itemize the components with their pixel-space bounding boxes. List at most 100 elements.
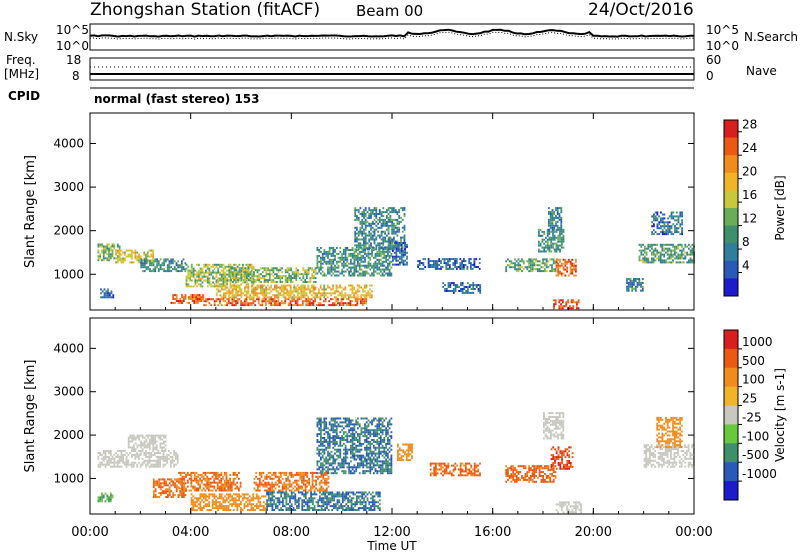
data-cell xyxy=(191,296,194,299)
data-cell xyxy=(652,249,655,252)
data-cell xyxy=(152,436,155,439)
data-cell xyxy=(372,266,375,269)
data-cell xyxy=(221,288,223,291)
data-cell xyxy=(170,478,173,481)
data-cell xyxy=(310,495,312,498)
data-cell xyxy=(334,264,336,267)
data-cell xyxy=(134,453,137,456)
data-cell xyxy=(271,481,273,484)
data-cell xyxy=(164,444,167,447)
data-cell xyxy=(108,253,110,256)
data-cell xyxy=(190,267,193,270)
data-cell xyxy=(325,473,328,476)
data-cell xyxy=(213,263,216,266)
data-cell xyxy=(264,485,266,488)
data-cell xyxy=(296,501,298,504)
data-cell xyxy=(293,286,296,289)
data-cell xyxy=(229,263,232,266)
data-cell xyxy=(379,250,382,253)
data-cell xyxy=(106,259,109,262)
data-cell xyxy=(224,286,227,289)
data-cell xyxy=(343,505,346,508)
data-cell xyxy=(316,256,319,259)
data-cell xyxy=(672,255,674,258)
data-cell xyxy=(263,290,266,293)
data-cell xyxy=(384,240,386,243)
data-cell xyxy=(241,493,244,496)
data-cell xyxy=(99,461,102,464)
data-cell xyxy=(659,245,662,248)
data-cell xyxy=(528,262,530,265)
data-cell xyxy=(688,253,690,256)
data-cell xyxy=(206,267,209,270)
data-cell xyxy=(338,505,341,508)
data-cell xyxy=(180,264,183,267)
data-cell xyxy=(626,289,628,292)
data-cell xyxy=(224,273,227,276)
data-cell xyxy=(148,459,151,462)
data-cell xyxy=(552,258,555,261)
data-cell xyxy=(675,229,678,232)
data-cell xyxy=(571,258,574,261)
data-cell xyxy=(258,489,261,492)
data-cell xyxy=(194,277,197,280)
data-cell xyxy=(120,453,123,456)
data-cell xyxy=(369,274,372,277)
data-cell xyxy=(356,284,359,287)
data-cell xyxy=(175,264,178,267)
data-cell xyxy=(327,503,330,506)
data-cell xyxy=(288,294,290,297)
data-cell xyxy=(164,436,167,439)
data-cell xyxy=(185,283,188,286)
data-cell xyxy=(373,495,376,498)
data-cell xyxy=(677,245,680,248)
data-cell xyxy=(205,269,207,272)
data-cell xyxy=(351,274,354,277)
data-cell xyxy=(365,270,368,273)
data-cell xyxy=(152,268,155,271)
data-cell xyxy=(148,446,151,449)
data-cell xyxy=(101,463,103,466)
data-cell xyxy=(168,450,170,452)
data-cell xyxy=(642,257,644,260)
data-cell xyxy=(287,503,290,506)
data-cell xyxy=(199,497,202,500)
data-cell xyxy=(440,266,442,268)
data-cell xyxy=(309,292,311,295)
data-cell xyxy=(282,497,284,500)
data-cell xyxy=(334,503,337,506)
data-cell xyxy=(229,481,231,484)
data-cell xyxy=(526,268,529,271)
data-cell xyxy=(538,232,540,235)
data-cell xyxy=(332,250,335,253)
data-cell xyxy=(459,264,462,266)
data-cell xyxy=(274,273,276,276)
data-cell xyxy=(245,294,248,297)
data-cell xyxy=(313,277,315,280)
data-cell xyxy=(327,254,329,257)
data-cell xyxy=(111,249,114,252)
data-cell xyxy=(273,491,275,494)
data-cell xyxy=(199,483,201,486)
data-cell xyxy=(555,250,558,253)
data-cell xyxy=(208,481,210,484)
data-cell xyxy=(341,254,343,257)
data-cell xyxy=(400,242,403,244)
data-cell xyxy=(370,290,373,293)
data-cell xyxy=(563,305,566,308)
data-cell xyxy=(542,260,544,263)
data-cell xyxy=(319,302,322,305)
data-cell xyxy=(319,505,321,508)
data-cell xyxy=(178,481,180,484)
data-cell xyxy=(556,216,559,219)
data-cell xyxy=(249,302,251,305)
data-cell xyxy=(555,242,558,245)
data-cell xyxy=(551,216,554,219)
data-cell xyxy=(660,217,662,220)
data-cell xyxy=(99,245,102,248)
data-cell xyxy=(519,266,522,269)
data-cell xyxy=(558,226,561,229)
data-cell xyxy=(363,507,365,510)
data-cell xyxy=(376,250,379,253)
data-cell xyxy=(269,503,272,506)
